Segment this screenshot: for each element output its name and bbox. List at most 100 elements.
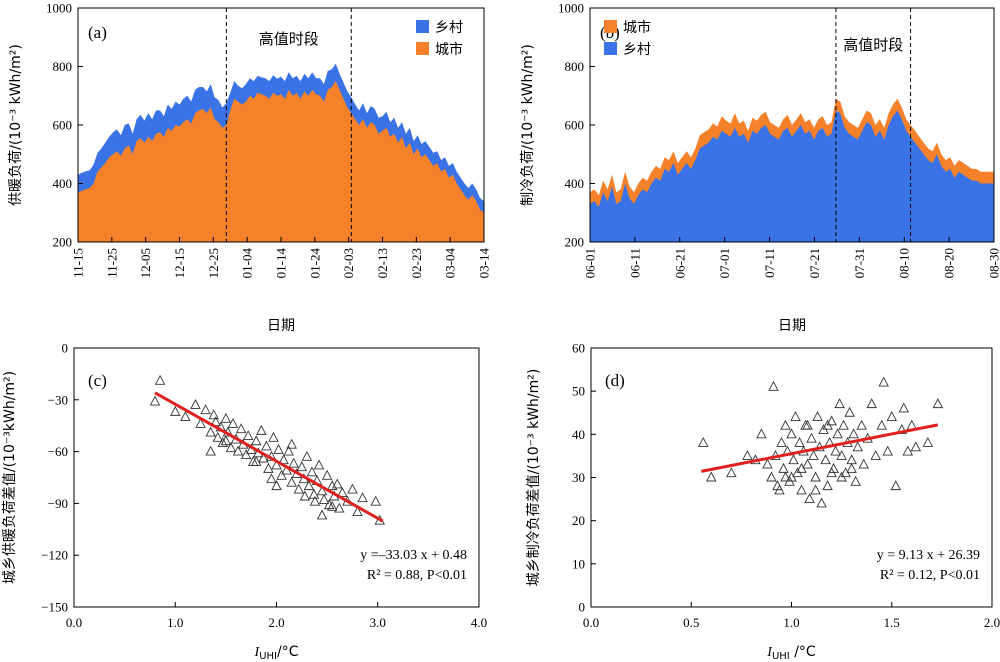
scatter-point bbox=[205, 426, 216, 437]
scatter-point bbox=[762, 458, 773, 469]
area-series-rural bbox=[590, 110, 994, 243]
scatter-point bbox=[788, 454, 799, 465]
regression-equation: y = 9.13 x + 26.39 bbox=[877, 548, 980, 563]
scatter-point bbox=[786, 471, 797, 482]
scatter-point bbox=[846, 454, 857, 465]
scatter-point bbox=[768, 380, 779, 391]
scatter-point bbox=[309, 495, 321, 506]
scatter-point bbox=[220, 412, 232, 423]
scatter-point bbox=[288, 457, 299, 468]
x-tick-label: 0.0 bbox=[583, 615, 599, 630]
y-tick-label: −60 bbox=[48, 444, 68, 459]
scatter-point bbox=[786, 428, 797, 439]
scatter-point bbox=[804, 493, 815, 504]
scatter-point bbox=[190, 399, 201, 409]
scatter-point bbox=[200, 404, 211, 415]
legend-swatch-urban bbox=[604, 20, 617, 33]
scatter-point bbox=[876, 419, 887, 430]
y-tick-label: 20 bbox=[572, 513, 585, 528]
scatter-point bbox=[858, 458, 869, 469]
scatter-point bbox=[170, 405, 181, 416]
panel-c-heating-difference-scatter: −150 −120 −90 −60 −30 0 0.0 1.0 2.0 3.0 4.0 y =–33.… bbox=[2, 341, 487, 662]
panel-label: (c) bbox=[88, 371, 107, 390]
scatter-point bbox=[922, 437, 934, 447]
regression-statistics: R² = 0.12, P<0.01 bbox=[880, 568, 980, 583]
scatter-point bbox=[334, 502, 345, 513]
scatter-point bbox=[774, 484, 785, 495]
area-series-urban bbox=[78, 81, 484, 242]
x-tick-label: 4.0 bbox=[471, 615, 487, 630]
scatter-point bbox=[268, 431, 279, 442]
scatter-point bbox=[263, 462, 274, 473]
legend-label-urban: 城市 bbox=[623, 19, 651, 36]
scatter-point bbox=[227, 418, 239, 428]
x-axis-title-subscript: UHI bbox=[259, 651, 277, 662]
x-axis-title-unit: /°C bbox=[790, 644, 816, 660]
y-tick-label: −30 bbox=[48, 392, 68, 407]
y-tick-label: −90 bbox=[48, 496, 68, 511]
y-tick-label: 1000 bbox=[46, 1, 72, 16]
scatter-point bbox=[326, 500, 338, 511]
scatter-point bbox=[846, 462, 857, 473]
scatter-point bbox=[308, 488, 320, 499]
scatter-point bbox=[910, 441, 922, 452]
x-tick-label: 1.5 bbox=[884, 615, 900, 630]
regression-line bbox=[154, 391, 384, 523]
scatter-point bbox=[780, 471, 791, 482]
scatter-point bbox=[232, 445, 244, 456]
scatter-point bbox=[357, 492, 368, 503]
legend-label-urban: 城市 bbox=[435, 41, 463, 58]
x-tick-label: 11-25 bbox=[104, 248, 119, 278]
scatter-point bbox=[225, 442, 237, 453]
scatter-point bbox=[271, 459, 282, 470]
scatter-point bbox=[299, 490, 311, 501]
x-axis-title: IUHI/°C bbox=[254, 644, 299, 662]
x-tick-label: 01-24 bbox=[307, 248, 322, 279]
peak-period-annotation: 高值时段 bbox=[843, 36, 903, 54]
scatter-point bbox=[816, 497, 827, 508]
x-axis-title-symbol: I bbox=[254, 645, 261, 660]
y-tick-label: 60 bbox=[572, 341, 585, 356]
x-tick-label: 01-14 bbox=[274, 248, 289, 279]
scatter-point bbox=[266, 473, 277, 484]
scatter-point bbox=[258, 452, 269, 463]
scatter-point bbox=[802, 419, 813, 430]
y-tick-label: 0 bbox=[62, 341, 69, 356]
scatter-point bbox=[276, 469, 287, 480]
x-tick-label: 03-14 bbox=[477, 248, 492, 279]
x-tick-label: 0.0 bbox=[66, 615, 82, 630]
scatter-point bbox=[812, 411, 823, 422]
scatter-point bbox=[347, 483, 358, 494]
panel-label: (d) bbox=[605, 371, 625, 390]
legend-swatch-rural bbox=[416, 20, 429, 33]
scatter-point bbox=[756, 428, 767, 439]
x-tick-label: 08-20 bbox=[942, 248, 957, 278]
x-tick-label: 12-15 bbox=[172, 248, 187, 278]
scatter-point bbox=[217, 437, 229, 447]
x-tick-label: 01-04 bbox=[240, 248, 255, 279]
x-axis-title: 日期 bbox=[267, 318, 295, 334]
scatter-point bbox=[149, 395, 161, 406]
scatter-point bbox=[286, 438, 297, 449]
scatter-point bbox=[832, 428, 843, 439]
y-tick-label: 800 bbox=[565, 59, 585, 74]
scatter-point bbox=[698, 437, 709, 447]
x-tick-label: 07-21 bbox=[807, 248, 822, 278]
scatter-point bbox=[180, 411, 191, 422]
peak-period-annotation: 高值时段 bbox=[259, 30, 319, 48]
scatter-point bbox=[242, 430, 254, 441]
regression-equation: y =–33.03 x + 0.48 bbox=[360, 548, 467, 563]
legend-label-rural: 乡村 bbox=[623, 42, 651, 58]
scatter-point bbox=[154, 374, 166, 385]
x-axis-title: 日期 bbox=[778, 318, 806, 334]
scatter-point bbox=[890, 480, 902, 491]
scatter-point bbox=[826, 467, 837, 478]
scatter-point bbox=[306, 466, 318, 477]
x-tick-label: 03-04 bbox=[443, 248, 458, 279]
scatter-point bbox=[212, 431, 224, 442]
scatter-point bbox=[318, 493, 330, 504]
x-axis-title-subscript: UHI bbox=[772, 651, 790, 662]
x-axis-title-symbol: I bbox=[766, 645, 773, 660]
scatter-point bbox=[844, 406, 855, 417]
scatter-point bbox=[836, 449, 847, 460]
